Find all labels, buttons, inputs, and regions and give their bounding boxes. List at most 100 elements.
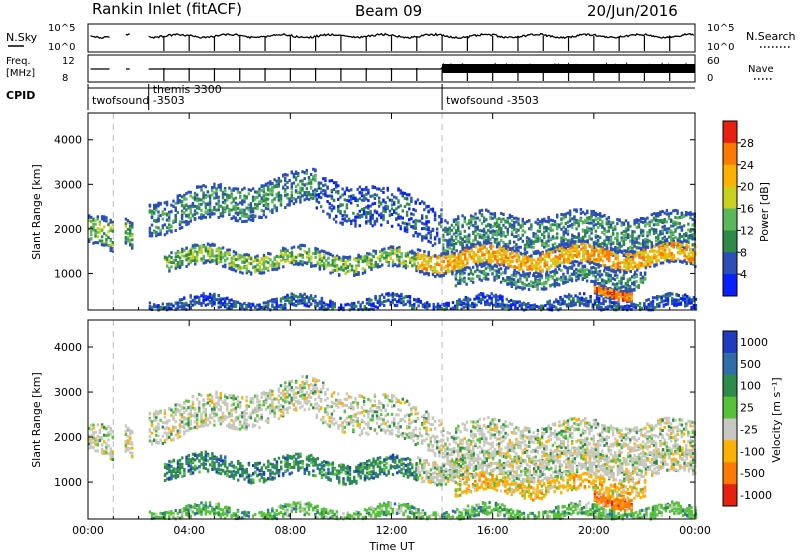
scatter-cell: [646, 234, 649, 238]
scatter-cell: [324, 177, 327, 181]
scatter-cell: [329, 263, 332, 267]
scatter-cell: [310, 264, 313, 268]
scatter-cell: [692, 257, 695, 261]
scatter-cell: [284, 194, 287, 198]
scatter-cell: [627, 225, 630, 229]
scatter-cell: [438, 271, 441, 275]
freq-trace: [90, 61, 695, 81]
scatter-cell: [367, 219, 370, 223]
scatter-cell: [502, 257, 506, 260]
scatter-cell: [629, 224, 632, 228]
scatter-cell: [506, 276, 509, 279]
scatter-cell: [217, 253, 220, 256]
scatter-cell: [427, 261, 430, 265]
scatter-cell: [249, 272, 253, 276]
scatter-cell: [333, 264, 337, 268]
scatter-cell: [680, 228, 684, 232]
scatter-cell: [264, 215, 268, 219]
scatter-cell: [241, 188, 244, 192]
scatter-cell: [584, 229, 587, 233]
scatter-cell: [508, 276, 511, 280]
scatter-cell: [150, 231, 154, 235]
scatter-cell: [185, 214, 188, 217]
scatter-cell: [96, 230, 99, 234]
scatter-cell: [593, 286, 597, 290]
scatter-cell: [303, 177, 306, 181]
scatter-cell: [436, 261, 439, 265]
scatter-cell: [391, 264, 395, 268]
scatter-cell: [601, 259, 605, 263]
scatter-cell: [425, 262, 428, 266]
scatter-cell: [487, 263, 491, 267]
scatter-cell: [581, 264, 584, 268]
scatter-cell: [307, 197, 311, 201]
scatter-cell: [603, 228, 606, 232]
scatter-cell: [307, 193, 311, 197]
scatter-cell: [545, 225, 548, 229]
scatter-cell: [260, 258, 263, 262]
scatter-cell: [539, 272, 542, 276]
scatter-cell: [670, 232, 673, 236]
scatter-cell: [341, 187, 344, 191]
scatter-cell: [232, 187, 235, 191]
scatter-cell: [493, 237, 497, 241]
scatter-cell: [421, 236, 424, 240]
scatter-cell: [198, 216, 201, 220]
scatter-cell: [549, 223, 552, 227]
scatter-cell: [474, 260, 478, 264]
scatter-cell: [228, 263, 231, 267]
scatter-cell: [189, 209, 192, 213]
scatter-cell: [571, 245, 574, 249]
scatter-cell: [575, 271, 578, 275]
scatter-cell: [453, 268, 456, 272]
scatter-cell: [168, 227, 171, 231]
scatter-cell: [540, 282, 544, 286]
scatter-cell: [618, 243, 621, 247]
scatter-cell: [369, 212, 372, 216]
scatter-cell: [396, 246, 399, 250]
power-data: [88, 167, 698, 312]
scatter-cell: [226, 204, 229, 208]
scatter-cell: [316, 260, 319, 264]
scatter-cell: [644, 242, 647, 246]
scatter-cell: [655, 243, 658, 247]
scatter-cell: [523, 275, 526, 279]
scatter-cell: [262, 260, 266, 264]
scatter-cell: [444, 238, 447, 242]
scatter-cell: [198, 207, 201, 210]
scatter-cell: [148, 234, 152, 238]
scatter-cell: [513, 245, 516, 249]
scatter-cell: [148, 229, 152, 233]
scatter-cell: [674, 235, 677, 239]
scatter-cell: [427, 257, 430, 261]
scatter-cell: [489, 264, 492, 268]
scatter-cell: [453, 251, 456, 255]
scatter-cell: [537, 250, 540, 254]
scatter-cell: [680, 235, 684, 238]
scatter-cell: [404, 266, 408, 270]
scatter-cell: [239, 255, 242, 259]
scatter-cell: [680, 215, 684, 219]
scatter-cell: [461, 259, 465, 263]
scatter-cell: [461, 244, 464, 248]
scatter-cell: [457, 224, 460, 228]
scatter-cell: [310, 262, 313, 266]
scatter-cell: [341, 217, 344, 221]
scatter-cell: [314, 249, 317, 253]
scatter-cell: [183, 220, 186, 224]
scatter-cell: [444, 271, 448, 275]
scatter-cell: [223, 187, 227, 190]
scatter-cell: [382, 209, 385, 213]
scatter-cell: [579, 211, 583, 215]
scatter-cell: [109, 243, 112, 247]
scatter-cell: [571, 253, 574, 257]
scatter-cell: [543, 261, 546, 265]
scatter-cell: [457, 256, 460, 260]
scatter-cell: [522, 254, 525, 258]
scatter-cell: [329, 271, 332, 275]
scatter-cell: [340, 259, 343, 262]
scatter-cell: [307, 181, 311, 185]
scatter-cell: [495, 276, 498, 280]
scatter-cell: [429, 265, 433, 269]
scatter-cell: [180, 226, 184, 229]
